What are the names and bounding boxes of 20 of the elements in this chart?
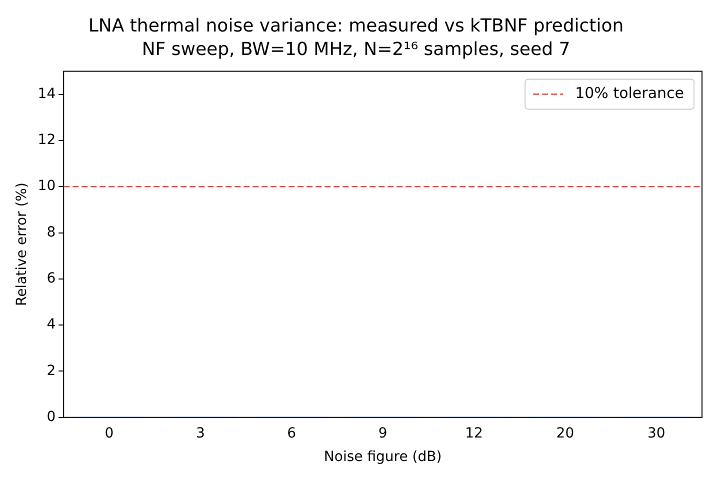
y-tick-label: 2 [46, 362, 56, 379]
y-tick-label: 8 [46, 224, 56, 240]
y-tick-label: 10 [38, 178, 56, 194]
x-tick-label: 9 [378, 425, 388, 442]
x-axis-title: Noise figure (dB) [324, 449, 442, 466]
chart-subtitle: NF sweep, BW=10 MHz, N=2¹⁶ samples, seed 7 [142, 39, 570, 60]
x-tick-label: 0 [104, 425, 114, 442]
x-tick-label: 30 [647, 425, 666, 442]
x-tick-label: 3 [196, 425, 205, 442]
y-tick-label: 14 [38, 86, 56, 102]
y-tick-label: 4 [46, 316, 56, 333]
x-tick-label: 20 [556, 425, 574, 442]
y-tick-label: 6 [46, 270, 56, 287]
y-tick-label: 0 [46, 409, 56, 426]
y-axis-title: Relative error (%) [14, 182, 30, 306]
x-tick-label: 6 [287, 425, 296, 442]
y-tick-label: 12 [38, 132, 56, 148]
chart-title: LNA thermal noise variance: measured vs kTBNF prediction [88, 15, 624, 36]
x-tick-label: 12 [465, 425, 483, 442]
legend-label: 10% tolerance [575, 84, 684, 102]
